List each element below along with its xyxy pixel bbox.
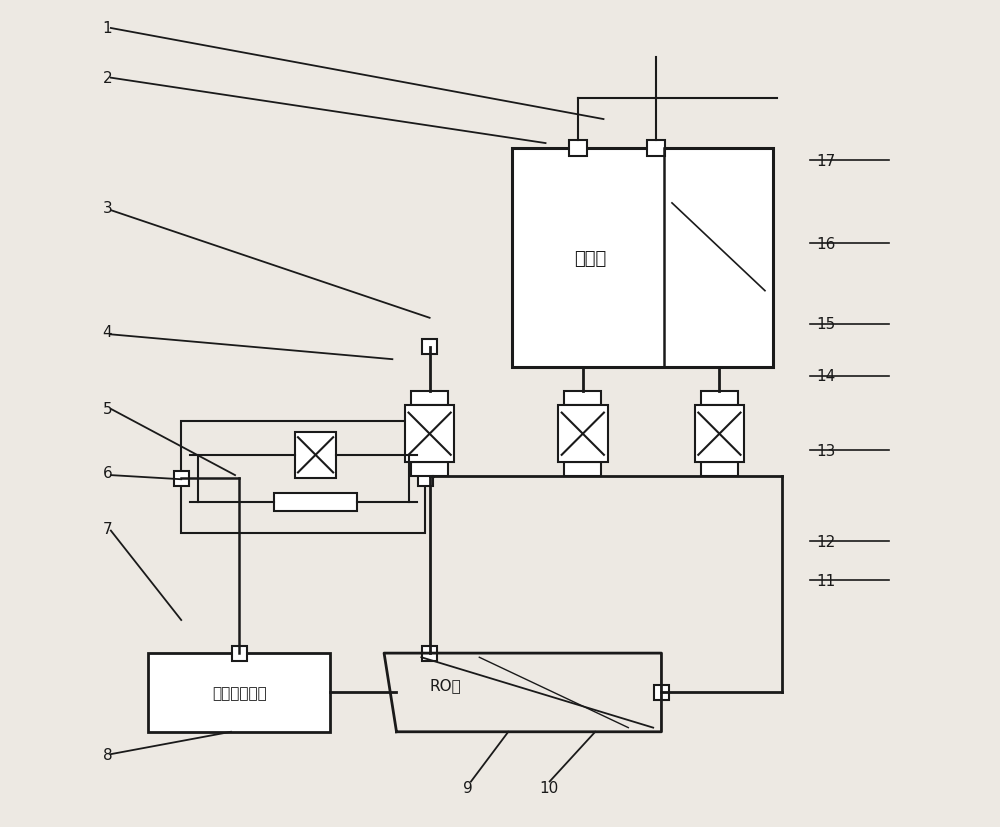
Bar (174, 471, 189, 486)
Text: RO膜: RO膜 (430, 676, 461, 692)
Bar (405, 406, 454, 462)
Bar (701, 392, 738, 406)
Text: 13: 13 (816, 443, 836, 458)
Text: 2: 2 (103, 71, 112, 86)
Text: 前置净化组件: 前置净化组件 (212, 685, 267, 700)
Text: 1: 1 (103, 22, 112, 36)
Bar (181, 422, 425, 533)
Text: 14: 14 (816, 369, 836, 384)
Text: 12: 12 (816, 534, 836, 549)
Bar (654, 685, 669, 700)
Bar (422, 340, 437, 355)
Bar (232, 646, 247, 661)
Bar (701, 462, 738, 476)
Text: 电解槽: 电解槽 (575, 250, 607, 267)
Text: 17: 17 (816, 154, 836, 169)
Text: 6: 6 (103, 466, 112, 480)
Bar (148, 653, 330, 732)
Bar (411, 462, 448, 476)
Bar (422, 646, 437, 661)
Text: 7: 7 (103, 522, 112, 537)
Bar (411, 392, 448, 406)
Text: 15: 15 (816, 317, 836, 332)
Bar (512, 149, 773, 368)
Text: 4: 4 (103, 325, 112, 340)
Bar (418, 471, 433, 486)
Bar (647, 141, 665, 157)
Bar (274, 493, 357, 511)
Text: 9: 9 (463, 780, 472, 795)
Bar (564, 462, 601, 476)
Text: 3: 3 (103, 201, 112, 216)
Bar (295, 433, 336, 478)
Text: 16: 16 (816, 237, 836, 251)
Text: 10: 10 (540, 780, 559, 795)
Text: 8: 8 (103, 747, 112, 762)
Bar (569, 141, 587, 157)
Bar (564, 392, 601, 406)
Bar (558, 406, 608, 462)
Text: 11: 11 (816, 573, 836, 588)
Bar (695, 406, 744, 462)
Text: 5: 5 (103, 402, 112, 417)
